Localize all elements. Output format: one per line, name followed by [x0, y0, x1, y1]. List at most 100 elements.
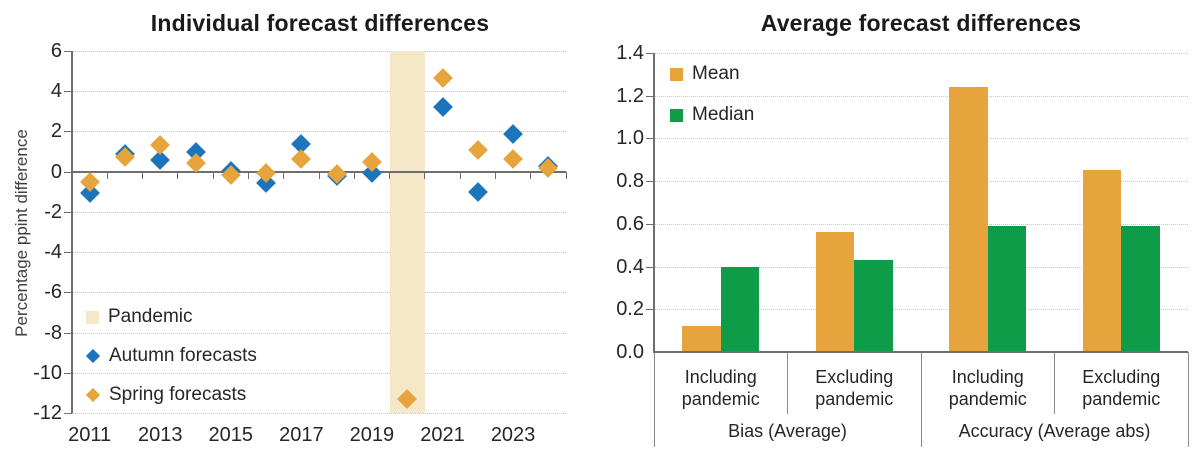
x-tick-label-2013: 2013 [137, 424, 183, 446]
legend-label: Median [692, 104, 755, 125]
diamond-marker-icon [85, 348, 101, 364]
y-tick-label: 0.4 [616, 255, 644, 278]
gridline-y--2 [72, 211, 566, 213]
left-plot-area [64, 51, 567, 414]
marker-autumn-2023 [503, 124, 523, 145]
x-tick-label-2023: 2023 [490, 424, 536, 446]
y-axis-tick [646, 95, 654, 97]
x-axis-tick [177, 171, 179, 179]
x-tick-label-2021: 2021 [420, 424, 465, 446]
bar-median-2 [987, 225, 1027, 351]
x-tick-label-2019: 2019 [349, 424, 395, 446]
y-axis-tick [64, 252, 72, 254]
category-label-3: Excluding pandemic [1082, 367, 1161, 409]
x-axis-tick [494, 171, 496, 179]
x-axis-tick [212, 171, 214, 179]
category-divider [653, 352, 655, 447]
category-divider [787, 352, 788, 414]
group-label-0: Bias (Average) [728, 421, 847, 441]
right-plot-area [646, 53, 1189, 447]
x-tick-label-2011: 2011 [68, 424, 112, 446]
gridline-y--12 [72, 413, 566, 414]
y-tick-label: 0.2 [616, 298, 644, 321]
bar-mean-0 [682, 326, 721, 351]
y-axis-tick [646, 53, 654, 54]
y-tick-label: 1.2 [616, 84, 644, 107]
bar-mean-2 [949, 87, 988, 351]
y-tick-label: 0.0 [616, 341, 644, 363]
marker-spring-2022 [467, 139, 488, 160]
y-axis-tick [64, 211, 72, 213]
y-axis-line [71, 51, 73, 413]
gridline-y-0.8 [654, 181, 1188, 183]
y-tick-label: 0.6 [616, 212, 644, 235]
y-axis-tick [64, 413, 72, 414]
x-axis-tick [565, 171, 567, 179]
bar-mean-3 [1082, 170, 1122, 351]
category-divider [920, 352, 922, 447]
y-axis-tick [646, 181, 654, 183]
marker-spring-2017 [291, 148, 312, 169]
marker-spring-2014 [185, 152, 206, 173]
bar-median-3 [1121, 225, 1160, 351]
y-tick-label: -10 [33, 361, 62, 384]
gridline-y-4 [72, 91, 566, 93]
y-axis-tick [646, 266, 654, 268]
gridline-y-6 [72, 51, 566, 52]
x-axis-tick [353, 171, 355, 179]
y-tick-label: 2 [50, 120, 62, 143]
y-axis-tick [646, 309, 654, 311]
pandemic-swatch-icon [86, 310, 99, 324]
x-axis-line [654, 351, 1188, 353]
gridline-y--4 [72, 252, 566, 254]
category-divider [1054, 352, 1055, 414]
gridline-y-2 [72, 131, 566, 133]
y-axis-tick [64, 91, 72, 93]
chart-average-forecast-differences: Average forecast differences 1.4 1.2 1.0 0.… [600, 0, 1200, 462]
x-axis-tick [459, 171, 461, 179]
gridline-y-0.4 [654, 266, 1188, 268]
gridline-y-0.2 [654, 309, 1188, 311]
category-label-0: Including pandemic [681, 367, 760, 409]
x-axis-tick [106, 171, 108, 179]
legend-item-autumn-forecasts: Autumn forecasts [85, 344, 257, 368]
pandemic-band [389, 51, 425, 413]
gridline-y--8 [72, 332, 566, 334]
category-divider [1187, 352, 1189, 447]
legend-item-median: Median [670, 104, 755, 125]
y-tick-label: 0.8 [616, 170, 644, 193]
x-axis-tick [424, 171, 426, 179]
x-axis-tick [283, 171, 285, 179]
y-tick-label: -12 [33, 402, 62, 424]
y-tick-label: 6 [50, 40, 62, 62]
x-axis-tick [318, 171, 320, 179]
legend-label: Mean [692, 63, 740, 84]
legend-item-pandemic: Pandemic [86, 305, 193, 329]
chart-individual-forecast-differences: Individual forecast differences Percenta… [12, 10, 567, 446]
y-axis-tick [64, 292, 72, 294]
marker-spring-2013 [150, 134, 171, 155]
y-tick-label: 4 [50, 80, 62, 103]
bar-median-1 [854, 260, 893, 351]
y-axis-tick [646, 138, 654, 140]
gridline-y-1.2 [654, 95, 1188, 97]
diamond-marker-icon [85, 387, 101, 403]
category-label-1: Excluding pandemic [815, 367, 894, 409]
y-axis-tick [64, 372, 72, 374]
x-axis-tick [530, 171, 532, 179]
gridline-y--6 [72, 292, 566, 294]
y-axis-tick [64, 131, 72, 133]
marker-spring-2021 [432, 68, 453, 89]
legend-label: Spring forecasts [109, 384, 247, 405]
y-axis-tick [64, 332, 72, 334]
gridline-y--10 [72, 372, 566, 374]
y-tick-label: 1.4 [616, 42, 644, 64]
legend-label: Autumn forecasts [109, 345, 257, 366]
left-chart-title: Individual forecast differences [150, 10, 490, 36]
legend-label: Pandemic [108, 306, 193, 327]
x-tick-label-2017: 2017 [279, 424, 324, 446]
marker-spring-2023 [503, 148, 523, 169]
marker-autumn-2021 [432, 97, 453, 118]
legend-item-spring-forecasts: Spring forecasts [85, 383, 247, 407]
